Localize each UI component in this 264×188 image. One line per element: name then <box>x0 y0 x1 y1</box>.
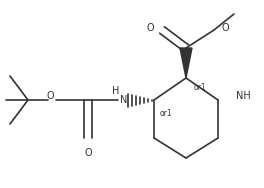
Text: H: H <box>112 86 120 96</box>
Text: N: N <box>120 95 128 105</box>
Text: O: O <box>46 91 54 101</box>
Text: or1: or1 <box>194 83 207 92</box>
Text: O: O <box>146 23 154 33</box>
Text: NH: NH <box>236 91 251 101</box>
Text: O: O <box>222 23 230 33</box>
Polygon shape <box>180 48 192 78</box>
Text: or1: or1 <box>160 109 173 118</box>
Text: O: O <box>84 148 92 158</box>
